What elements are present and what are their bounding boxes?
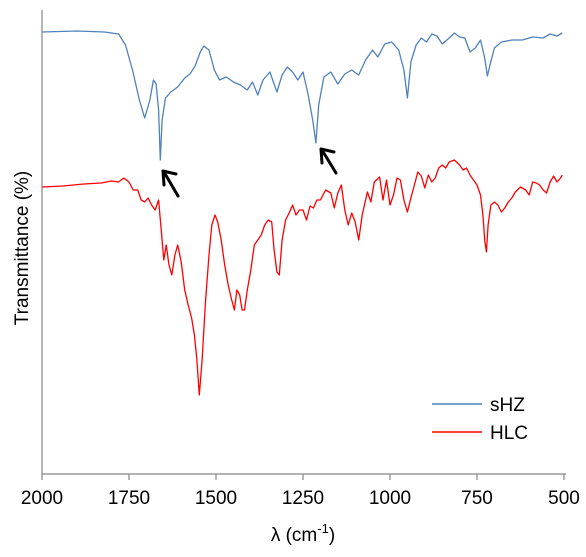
x-tick-label: 750	[461, 488, 493, 509]
y-axis-label: Transmittance (%)	[12, 171, 33, 326]
x-axis-ticks: 2000 1750 1500 1250 1000 750 500	[21, 474, 580, 509]
x-tick-label: 1250	[282, 488, 324, 509]
x-axis-label: λ (cm-1)	[271, 521, 335, 546]
x-axis-label-suffix: )	[329, 525, 335, 546]
x-tick-label: 1000	[369, 488, 411, 509]
annotation-arrow-1213	[319, 147, 338, 175]
x-axis-label-main: λ (cm	[271, 525, 317, 546]
x-tick-label: 500	[548, 488, 580, 509]
x-tick-label: 2000	[21, 488, 63, 509]
legend: sHZ HLC	[432, 395, 528, 444]
legend-label-hlc: HLC	[490, 423, 528, 444]
series-line-hlc	[41, 159, 563, 396]
legend-label-shz: sHZ	[490, 395, 525, 416]
x-tick-label: 1500	[195, 488, 237, 509]
series-line-shz	[41, 30, 563, 161]
x-tick-label: 1750	[108, 488, 150, 509]
x-axis-label-superscript: -1	[317, 521, 329, 536]
annotation-arrow-1665	[161, 169, 180, 198]
series-lines	[41, 30, 563, 396]
